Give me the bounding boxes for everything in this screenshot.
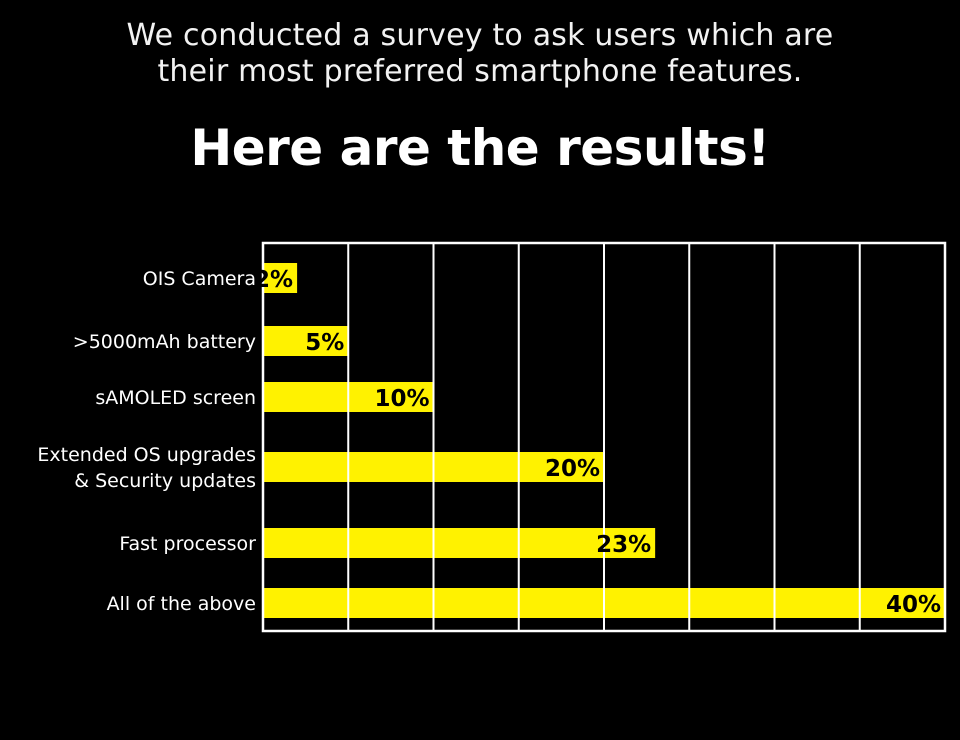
plot-frame: [261, 241, 947, 633]
value-label-5: 23%: [596, 532, 651, 558]
value-label-3: 10%: [374, 386, 429, 412]
bar-5: [263, 528, 656, 558]
category-label-3: sAMOLED screen: [95, 387, 256, 409]
category-label-4-line-2: & Security updates: [74, 470, 256, 492]
value-label-2: 5%: [305, 330, 344, 356]
category-label-6: All of the above: [107, 593, 256, 615]
category-label-5: Fast processor: [119, 533, 256, 555]
bar-1: [263, 263, 298, 293]
value-label-6: 40%: [886, 592, 941, 618]
value-label-1: 2%: [254, 267, 293, 293]
subtitle-line-2: their most preferred smartphone features…: [157, 54, 803, 89]
survey-description: We conducted a survey to ask users which…: [0, 18, 960, 90]
category-label-1: OIS Camera: [143, 268, 256, 290]
category-label-2: >5000mAh battery: [73, 331, 256, 353]
bar-2: [263, 326, 349, 356]
subtitle-line-1: We conducted a survey to ask users which…: [126, 18, 834, 53]
value-label-4: 20%: [545, 456, 600, 482]
page-title: Here are the results!: [190, 119, 770, 177]
category-label-4-line-1: Extended OS upgrades: [37, 444, 256, 466]
